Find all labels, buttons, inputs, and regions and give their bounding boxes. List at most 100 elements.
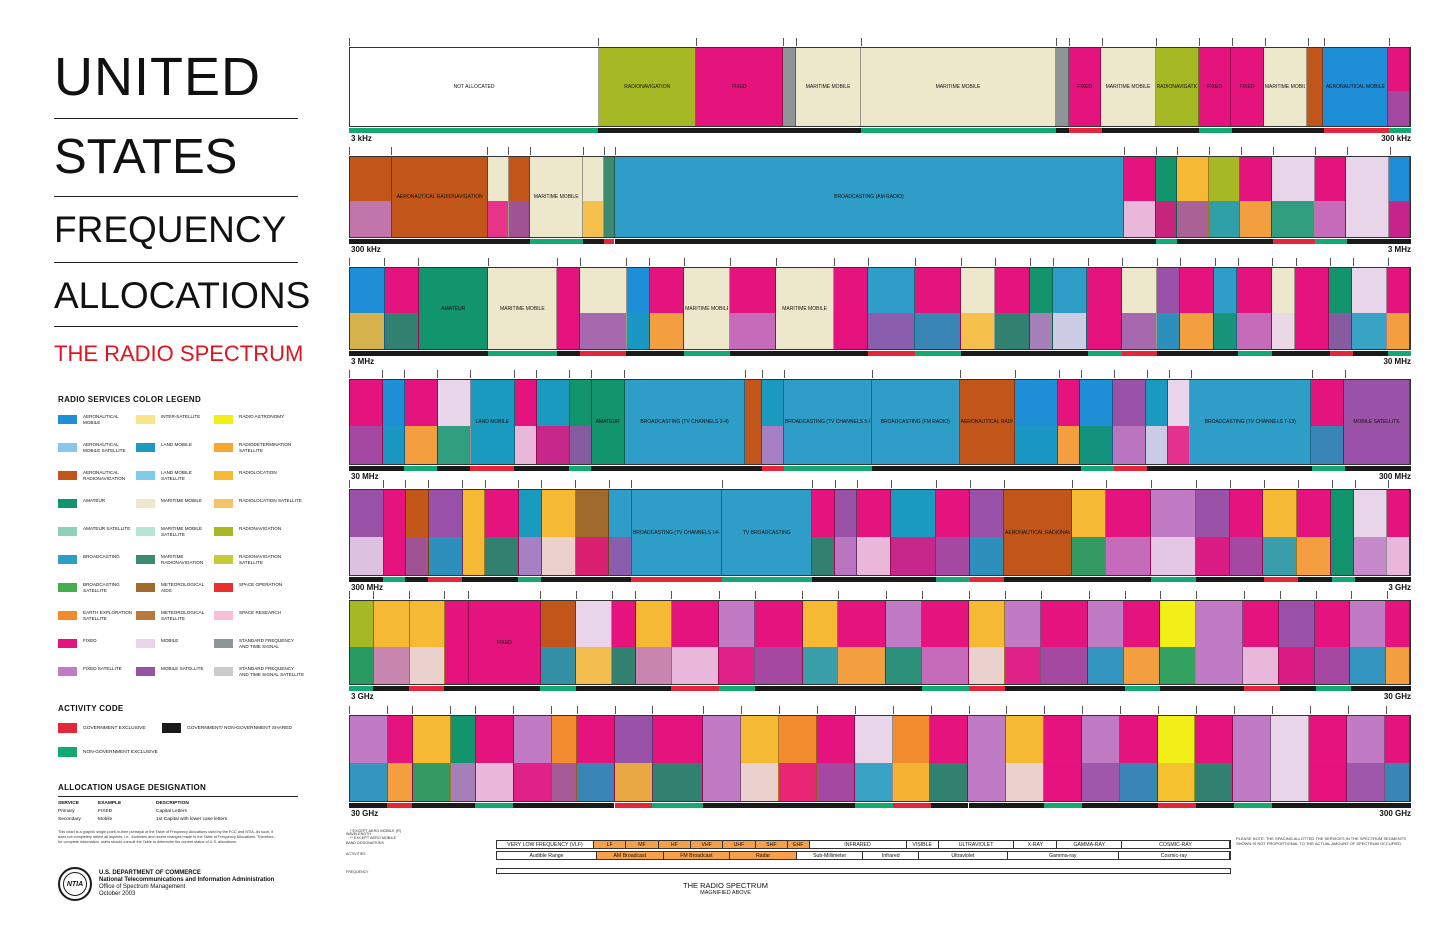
allocation-segment: MARITIME MOBILE [1263,48,1308,126]
band-end-label: 300 kHz [1381,134,1411,143]
allocation-subsegment [1052,312,1087,349]
frequency-tick [1385,706,1387,714]
allocation-segment: FIXED [1231,48,1264,126]
allocation-subsegment [1113,426,1146,464]
allocation-subsegment [1272,201,1314,237]
activity-code-mark [761,466,784,471]
frequency-tick [1105,480,1107,488]
allocation-subsegment [445,646,469,684]
band-activity-strip [349,239,1411,244]
frequency-tick [1307,38,1309,46]
band-end-label: 30 MHz [1383,357,1411,366]
band-frequency-ticks [349,38,1411,46]
activity-code-mark [1168,466,1191,471]
frequency-tick [816,706,818,714]
frequency-tick [861,38,863,46]
allocation-segment [1195,716,1234,801]
activity-code-mark [959,466,1015,471]
allocation-subsegment [1271,312,1294,349]
allocation-segment [350,716,388,801]
allocation-segment [373,601,410,684]
activity-code-mark [782,128,796,133]
frequency-tick [1347,147,1349,155]
activity-code-mark [386,803,413,808]
allocation-subsegment [580,312,626,349]
activity-code-mark [1307,128,1325,133]
segment-label: MOBILE SATELLITE [1353,419,1400,425]
activity-code-mark [1279,686,1316,691]
activity-code-mark [1101,128,1157,133]
frequency-tick [761,370,763,378]
activity-code-mark [816,803,855,808]
activity-code-mark [1087,351,1123,356]
activity-label: GOVERNMENT/ NON-GOVERNMENT SHARED [187,725,292,731]
usage-header-row: SERVICE EXAMPLE DESCRIPTION [58,800,298,808]
allocation-subsegment [1278,646,1314,684]
activity-code-mark [1351,686,1388,691]
frequency-tick [349,370,350,378]
activity-code-mark [1389,128,1411,133]
allocation-subsegment [649,312,684,349]
footnotes: * EXCEPT AERO MOBILE (R) ** EXCEPT AERO … [350,828,401,842]
frequency-tick [1156,38,1158,46]
activity-code-mark [1190,466,1312,471]
allocation-segment: RADIONAVIGATION [1155,48,1199,126]
activity-code-mark [1388,577,1411,582]
allocation-subsegment [1294,312,1329,349]
strip-band-cell: UHF [723,841,756,848]
activity-code-mark [461,577,485,582]
segment-label: NOT ALLOCATED [453,84,495,90]
strip-activity-cell: Infrared [863,852,919,859]
title-rule [54,196,298,197]
allocation-segment [1088,601,1125,684]
frequency-tick [614,706,616,714]
allocation-segment [514,716,552,801]
usage-cell: Capital Letters [156,809,187,814]
allocation-subsegment [551,762,577,801]
allocation-subsegment [413,762,450,801]
activity-code-mark [444,686,469,691]
legend-swatch [58,583,77,592]
activity-code-mark [936,577,971,582]
allocation-subsegment [816,762,854,801]
activity-code-mark [1264,128,1308,133]
legend-label: LAND MOBILE [161,442,192,447]
allocation-segment [960,268,996,349]
frequency-tick [1058,370,1060,378]
allocation-segment [930,716,969,801]
allocation-segment [583,157,605,237]
segment-label: LAND MOBILE [475,419,510,425]
strip-activity-cell: Radar [730,852,797,859]
band-allocation-bar: LAND MOBILE AMATEUR BROADCASTING (TV CHANN… [349,379,1411,465]
allocation-segment [838,601,886,684]
allocation-subsegment [350,536,383,575]
usage-cell: Primary [58,809,75,814]
allocation-segment [1388,48,1410,126]
frequency-tick [508,147,510,155]
activity-code-mark [1053,351,1088,356]
frequency-tick [412,706,414,714]
spectrum-band: 30 GHz 300 GHz [349,706,1411,818]
allocation-subsegment [1121,312,1156,349]
legend-item: AMATEUR [58,498,136,516]
frequency-tick [745,370,747,378]
legend-label: SPACE OPERATION [239,582,283,587]
legend-swatch [58,527,77,536]
strip-band-cell: VERY LOW FREQUENCY (VLF) [497,841,594,848]
activity-item: NON-GOVERNMENT EXCLUSIVE [58,747,162,757]
frequency-tick [349,706,350,714]
allocation-segment: FIXED [1068,48,1102,126]
activity-code-mark [838,686,886,691]
band-frequency-ticks [349,258,1411,266]
allocation-segment [1278,601,1315,684]
segment-label: FIXED [1239,84,1255,90]
activity-code-mark [871,466,960,471]
allocation-segment [577,716,615,801]
legend-label: FIXED SATELLITE [83,666,122,671]
frequency-tick [444,591,446,599]
activity-code-mark [1196,686,1244,691]
frequency-tick [470,370,472,378]
allocation-segment [485,490,520,575]
allocation-subsegment [1233,762,1271,801]
allocation-subsegment [834,536,857,575]
